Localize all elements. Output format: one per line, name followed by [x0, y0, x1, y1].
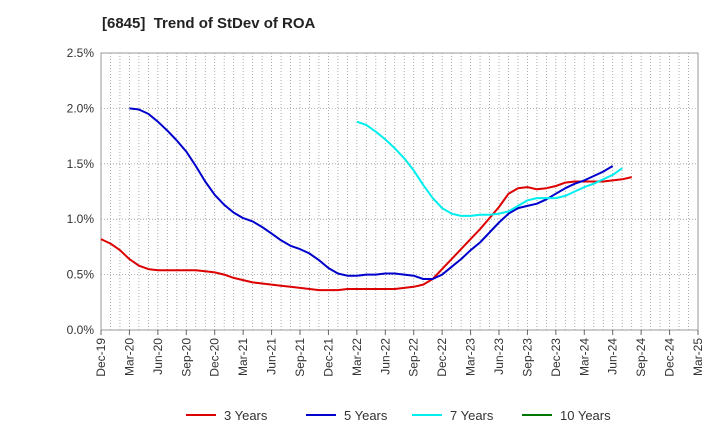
x-tick-label: Sep-23	[520, 338, 534, 377]
x-tick-label: Sep-22	[407, 338, 421, 377]
series-line-0	[100, 176, 632, 292]
y-tick-label: 1.0%	[67, 212, 95, 226]
legend-label: 10 Years	[560, 408, 611, 423]
legend-label: 7 Years	[450, 408, 494, 423]
x-tick-label: Dec-21	[321, 338, 335, 377]
x-tick-label: Mar-23	[464, 338, 478, 376]
x-tick-label: Jun-20	[151, 338, 165, 375]
series-layer	[100, 107, 632, 292]
x-tick-label: Mar-22	[350, 338, 364, 376]
x-tick-label: Dec-20	[208, 338, 222, 377]
x-tick-label: Sep-24	[634, 338, 648, 377]
legend-label: 3 Years	[224, 408, 268, 423]
y-tick-label: 0.5%	[67, 268, 95, 282]
x-tick-label: Dec-23	[549, 338, 563, 377]
x-tick-label: Mar-25	[691, 338, 705, 376]
x-tick-label: Jun-22	[378, 338, 392, 375]
x-tick-label: Sep-21	[293, 338, 307, 377]
legend: 3 Years 5 Years 7 Years 10 Years	[186, 408, 611, 423]
x-tick-label: Dec-24	[663, 338, 677, 377]
x-tick-label: Mar-21	[236, 338, 250, 376]
x-tick-label: Mar-20	[122, 338, 136, 376]
x-tick-label: Dec-19	[94, 338, 108, 377]
x-tick-label: Jun-24	[606, 338, 620, 375]
x-tick-label: Jun-23	[492, 338, 506, 375]
grid-layer	[100, 52, 699, 331]
series-line-1	[129, 107, 614, 280]
y-tick-label: 2.0%	[67, 101, 95, 115]
series-line-2	[356, 120, 623, 217]
x-tick-label: Jun-21	[265, 338, 279, 375]
chart-title: [6845] Trend of StDev of ROA	[102, 15, 316, 32]
x-tick-label: Dec-22	[435, 338, 449, 377]
x-tick-label: Mar-24	[577, 338, 591, 376]
legend-label: 5 Years	[344, 408, 388, 423]
plot-area	[100, 52, 699, 331]
y-tick-label: 0.0%	[67, 323, 95, 337]
y-tick-label: 1.5%	[67, 157, 95, 171]
y-tick-label: 2.5%	[67, 46, 95, 60]
axis-layer: 0.0% 0.5% 1.0% 1.5% 2.0% 2.5% Dec-19 Mar-20 Jun-…	[67, 46, 705, 377]
x-tick-label: Sep-20	[179, 338, 193, 377]
